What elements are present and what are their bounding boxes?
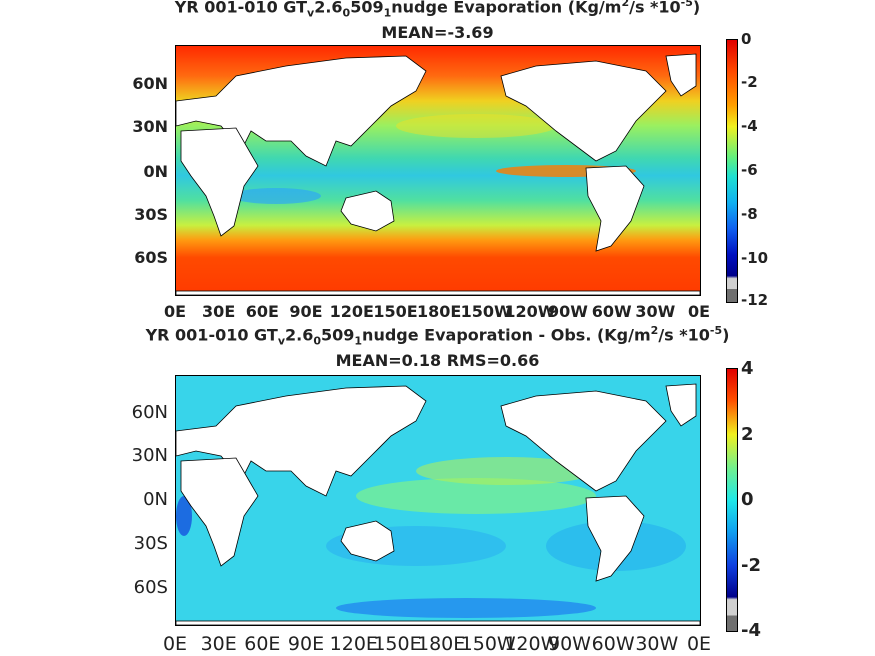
panel1-stats: MEAN=-3.69 (381, 23, 494, 42)
lon-label: 180E (417, 302, 462, 321)
lat-label: 60S (134, 248, 168, 267)
lon-label: 0E (687, 302, 711, 321)
lon-label: 60W (591, 302, 632, 321)
colorbar-tick: -2 (741, 555, 761, 576)
panel2-evaporation-diff-map (175, 375, 701, 626)
lon-label: 0E (163, 302, 187, 321)
lon-label: 120W (504, 633, 560, 655)
colorbar-tick: -12 (741, 291, 769, 309)
lat-label: 30N (131, 445, 168, 466)
colorbar-tick: 4 (741, 358, 754, 379)
lon-label: 90W (548, 633, 591, 655)
lon-label: 30E (200, 633, 237, 655)
lon-label: 120E (329, 302, 374, 321)
lon-label: 90E (287, 633, 325, 655)
lon-label: 120W (504, 302, 556, 321)
panel2-title: YR 001-010 GTv2.605091nudge Evaporation … (145, 324, 730, 348)
lon-label: 90W (548, 302, 588, 321)
panel1-colorbar (726, 39, 738, 303)
lon-label: 60E (244, 633, 281, 655)
lon-label: 0E (162, 633, 188, 655)
lat-label: 30S (133, 533, 168, 554)
lon-label: 150E (373, 302, 418, 321)
lon-label: 150E (373, 633, 422, 655)
lat-label: 0N (143, 489, 168, 510)
panel2-colorbar (726, 368, 738, 632)
colorbar-tick: 0 (741, 30, 752, 48)
lat-label: 60N (132, 74, 168, 93)
colorbar-tick: -8 (741, 205, 758, 223)
lon-label: 60E (245, 302, 279, 321)
lon-label: 60W (591, 633, 635, 655)
lon-label: 0E (686, 633, 712, 655)
colorbar-tick: 0 (741, 489, 754, 510)
lat-label: 60N (131, 402, 168, 423)
panel1-evaporation-map (175, 45, 701, 296)
lon-label: 180E (417, 633, 466, 655)
colorbar-tick: -4 (741, 117, 758, 135)
colorbar-tick: -6 (741, 161, 758, 179)
lon-label: 120E (329, 633, 378, 655)
lat-label: 30S (134, 205, 168, 224)
lon-label: 30E (202, 302, 236, 321)
lon-label: 30W (635, 302, 676, 321)
colorbar-tick: -2 (741, 73, 758, 91)
lon-label: 90E (289, 302, 323, 321)
colorbar-tick: 2 (741, 424, 754, 445)
colorbar-tick: -4 (741, 620, 761, 641)
panel2-stats: MEAN=0.18 RMS=0.66 (335, 351, 540, 370)
lat-label: 30N (132, 117, 168, 136)
lon-label: 150W (460, 633, 516, 655)
colorbar-tick: -10 (741, 249, 769, 267)
lon-label: 30W (635, 633, 679, 655)
lat-label: 60S (133, 577, 168, 598)
lat-label: 0N (143, 162, 168, 181)
panel1-title: YR 001-010 GTv2.605091nudge Evaporation … (174, 0, 701, 20)
lon-label: 150W (460, 302, 512, 321)
